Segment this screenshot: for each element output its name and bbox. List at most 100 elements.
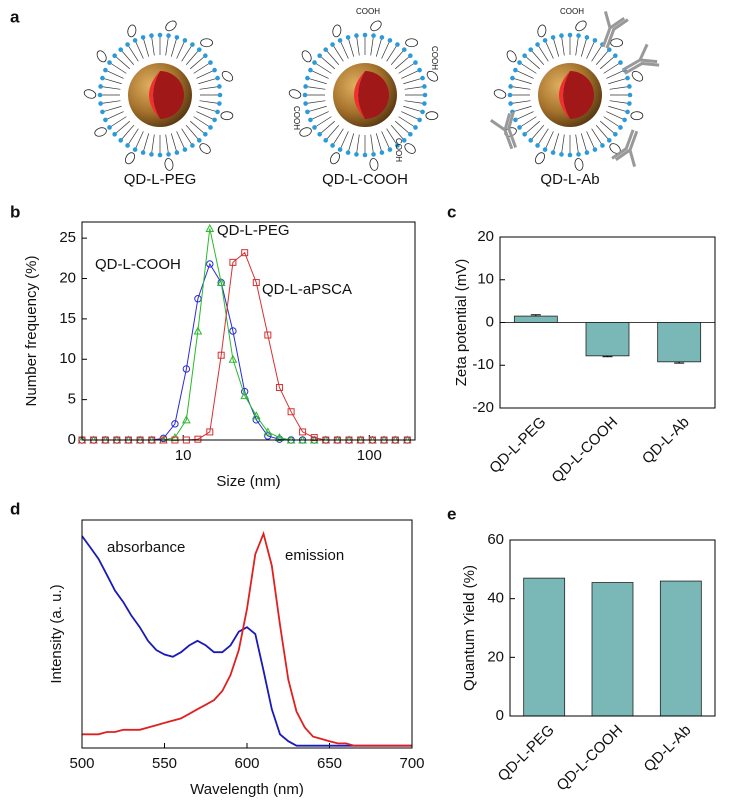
lipid-tail <box>398 63 414 74</box>
lipid-tail <box>608 105 626 112</box>
lipid-tail <box>340 42 349 59</box>
lipid-tail <box>390 50 404 65</box>
peg <box>96 50 107 63</box>
x-tick-label: 100 <box>357 447 382 464</box>
lipid-head <box>208 125 213 130</box>
series-line <box>82 251 408 441</box>
peg <box>301 50 312 63</box>
lipid-tail <box>199 100 218 104</box>
marker <box>264 331 272 339</box>
lipid-head <box>98 101 103 106</box>
lipid-head <box>217 92 223 98</box>
series-line <box>82 262 408 441</box>
particle-label: QD-L-PEG <box>124 171 197 188</box>
lipid-head <box>522 53 527 59</box>
x-tick-label: 500 <box>69 755 94 772</box>
lipid-head <box>625 109 630 115</box>
lipid-head <box>166 33 171 38</box>
lipid-head <box>592 147 598 152</box>
lipid-head <box>401 47 407 52</box>
antibody <box>601 11 629 49</box>
lipid-head <box>522 131 527 137</box>
lipid-tail <box>375 133 382 151</box>
lipid-head <box>103 67 108 73</box>
lipid-tail <box>600 56 615 70</box>
lipid-tail <box>600 120 615 134</box>
lipid-tail <box>521 63 537 74</box>
lipid-head <box>550 150 556 155</box>
lipid-tail <box>525 56 540 70</box>
marker <box>287 408 295 416</box>
lipid-tail <box>545 42 554 59</box>
lipid-head <box>312 125 317 130</box>
lipid-tail <box>333 46 344 62</box>
lipid-head <box>584 150 590 155</box>
lipid-head <box>618 60 623 65</box>
peg <box>165 20 177 32</box>
lipid-head <box>362 32 368 38</box>
lipid-tail <box>326 125 340 140</box>
lipid-head <box>215 75 220 81</box>
lipid-head <box>302 92 308 98</box>
qd-core-light <box>559 71 570 119</box>
lipid-head <box>513 117 518 123</box>
x-tick-label: QD-L-COOH <box>548 414 621 487</box>
lipid-head <box>312 60 317 65</box>
x-tick-label: 10 <box>175 447 192 464</box>
lipid-tail <box>381 42 390 59</box>
y-tick-label: -10 <box>472 356 494 373</box>
lipid-head <box>600 143 605 148</box>
lipid-tail <box>316 63 332 74</box>
lipid-tail <box>404 86 423 90</box>
lipid-head <box>417 117 422 123</box>
lipid-tail <box>595 125 609 140</box>
bar <box>657 322 702 363</box>
lipid-tail <box>608 78 626 85</box>
cooh-label: COOH <box>560 7 584 16</box>
lipid-tail <box>609 100 628 104</box>
lipid-tail <box>340 131 349 148</box>
lipid-head <box>212 117 217 123</box>
lipid-head <box>196 47 202 52</box>
lipid-head <box>371 33 376 38</box>
lipid-tail <box>176 131 185 148</box>
lipid-head <box>395 42 400 47</box>
lipid-head <box>422 101 427 106</box>
x-tick-label: QD-L-Ab <box>641 722 695 776</box>
lipid-head <box>215 109 220 115</box>
lipid-head <box>627 101 632 106</box>
peg <box>506 50 517 63</box>
x-tick-label: QD-L-PEG <box>486 414 549 477</box>
lipid-tail <box>199 86 218 90</box>
lipid-head <box>190 143 195 148</box>
lipid-head <box>413 60 418 65</box>
peg <box>537 24 547 38</box>
lipid-tail <box>591 46 602 62</box>
lipid-head <box>107 125 112 130</box>
lipid-head <box>542 38 548 43</box>
marker <box>206 260 214 268</box>
lipid-tail <box>386 46 397 62</box>
lipid-head <box>196 138 202 143</box>
lipid-tail <box>370 134 374 153</box>
peg <box>94 127 107 137</box>
marker <box>263 427 273 436</box>
marker <box>229 327 237 335</box>
bar <box>585 322 630 357</box>
lipid-head <box>308 117 313 123</box>
lipid-tail <box>190 56 205 70</box>
lipid-head <box>125 42 130 47</box>
peg <box>83 89 97 99</box>
lipid-tail <box>561 134 565 153</box>
panel-label: a <box>10 7 20 26</box>
lipid-tail <box>107 111 124 120</box>
lipid-head <box>166 152 171 157</box>
lipid-head <box>323 138 329 143</box>
lipid-tail <box>395 56 410 70</box>
x-tick-label: QD-L-Ab <box>639 414 693 468</box>
lipid-head <box>508 84 513 89</box>
lipid-tail <box>580 133 587 151</box>
lipid-head <box>613 131 618 137</box>
lipid-head <box>208 60 213 65</box>
